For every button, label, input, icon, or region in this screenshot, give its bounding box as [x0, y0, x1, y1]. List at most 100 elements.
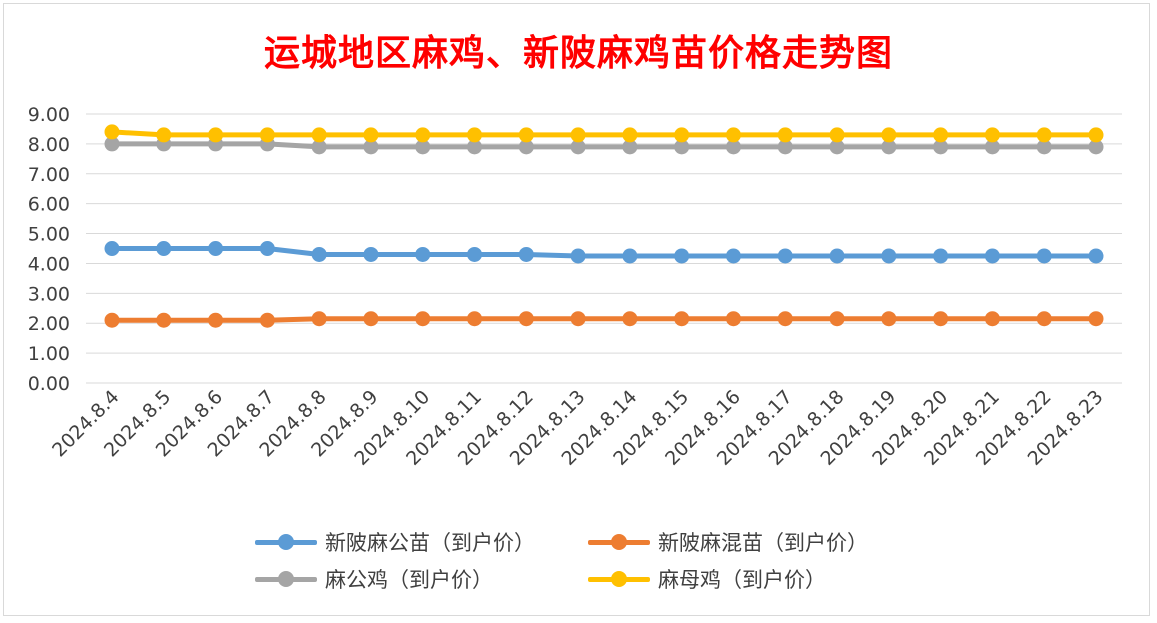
- chart-title: 运城地区麻鸡、新陂麻鸡苗价格走势图: [263, 32, 893, 74]
- data-point-series-2: [622, 311, 638, 327]
- data-point-series-1: [674, 248, 690, 264]
- data-point-series-4: [104, 124, 120, 140]
- data-point-series-2: [881, 311, 897, 327]
- gridlines: [86, 113, 1122, 384]
- data-point-series-3: [622, 139, 638, 155]
- legend-label: 新陂麻混苗（到户价）: [658, 531, 868, 555]
- legend-swatch: [255, 530, 317, 554]
- series-line-3: [109, 141, 1099, 150]
- data-point-series-1: [363, 246, 379, 262]
- data-point-series-3: [881, 139, 897, 155]
- legend-item-2: 新陂麻混苗（到户价）: [588, 527, 868, 557]
- data-point-series-4: [467, 127, 483, 143]
- data-point-series-1: [311, 246, 327, 262]
- series-lines: [109, 129, 1099, 323]
- data-point-series-1: [725, 248, 741, 264]
- data-point-series-4: [777, 127, 793, 143]
- data-point-series-4: [674, 127, 690, 143]
- data-point-series-1: [1036, 248, 1052, 264]
- data-point-series-2: [570, 311, 586, 327]
- data-point-series-4: [1036, 127, 1052, 143]
- data-point-series-2: [259, 312, 275, 328]
- data-point-series-4: [518, 127, 534, 143]
- data-point-series-3: [104, 136, 120, 152]
- data-point-series-2: [984, 311, 1000, 327]
- y-tick-label: 6.00: [28, 194, 70, 216]
- data-point-series-4: [415, 127, 431, 143]
- data-point-series-3: [311, 139, 327, 155]
- data-point-series-1: [829, 248, 845, 264]
- data-point-series-1: [1088, 248, 1104, 264]
- y-tick-label: 3.00: [28, 283, 70, 305]
- data-point-series-4: [311, 127, 327, 143]
- data-point-series-1: [570, 248, 586, 264]
- y-tick-label: 4.00: [28, 253, 70, 275]
- data-point-series-2: [933, 311, 949, 327]
- data-point-series-2: [363, 311, 379, 327]
- legend-label: 麻母鸡（到户价）: [658, 568, 826, 592]
- data-point-series-3: [518, 139, 534, 155]
- data-point-series-3: [933, 139, 949, 155]
- data-point-series-3: [1036, 139, 1052, 155]
- y-axis-ticks: 0.00 1.00 2.00 3.00 4.00 5.00 6.00 7.00 8.00 9.00: [28, 104, 70, 395]
- y-tick-label: 1.00: [28, 343, 70, 365]
- data-point-series-3: [363, 139, 379, 155]
- data-point-series-1: [881, 248, 897, 264]
- y-tick-label: 2.00: [28, 313, 70, 335]
- series-line-4: [109, 129, 1099, 138]
- legend-item-1: 新陂麻公苗（到户价）: [255, 527, 535, 557]
- legend-label: 新陂麻公苗（到户价）: [325, 531, 535, 555]
- data-point-series-1: [622, 248, 638, 264]
- legend-swatch: [255, 567, 317, 591]
- legend-item-3: 麻公鸡（到户价）: [255, 564, 493, 594]
- data-point-series-2: [1088, 311, 1104, 327]
- data-point-series-1: [467, 246, 483, 262]
- legend-label: 麻公鸡（到户价）: [325, 568, 493, 592]
- data-point-series-3: [1088, 139, 1104, 155]
- x-axis-ticks: 2024.8.42024.8.52024.8.62024.8.72024.8.8…: [48, 386, 1107, 470]
- y-tick-label: 5.00: [28, 224, 70, 246]
- data-point-series-4: [829, 127, 845, 143]
- data-point-series-2: [415, 311, 431, 327]
- y-tick-label: 8.00: [28, 134, 70, 156]
- data-point-series-2: [156, 312, 172, 328]
- data-point-series-4: [363, 127, 379, 143]
- data-point-series-4: [881, 127, 897, 143]
- series-line-1: [109, 246, 1099, 259]
- data-point-series-2: [467, 311, 483, 327]
- data-point-series-1: [156, 241, 172, 256]
- data-point-series-3: [777, 139, 793, 155]
- data-point-series-1: [415, 246, 431, 262]
- data-point-series-1: [933, 248, 949, 264]
- data-point-series-1: [777, 248, 793, 264]
- data-point-series-1: [104, 241, 120, 256]
- data-point-series-2: [725, 311, 741, 327]
- data-point-series-2: [829, 311, 845, 327]
- data-point-series-3: [829, 139, 845, 155]
- legend-swatch: [588, 567, 650, 591]
- data-point-series-4: [570, 127, 586, 143]
- series-line-2: [109, 316, 1099, 323]
- series-points: [104, 124, 1104, 328]
- data-point-series-2: [208, 312, 224, 328]
- data-point-series-4: [984, 127, 1000, 143]
- y-tick-label: 7.00: [28, 164, 70, 186]
- data-point-series-4: [259, 127, 275, 143]
- data-point-series-2: [777, 311, 793, 327]
- data-point-series-3: [984, 139, 1000, 155]
- data-point-series-4: [622, 127, 638, 143]
- data-point-series-1: [518, 246, 534, 262]
- y-tick-label: 0.00: [28, 373, 70, 395]
- data-point-series-3: [570, 139, 586, 155]
- y-tick-label: 9.00: [28, 104, 70, 126]
- data-point-series-4: [933, 127, 949, 143]
- data-point-series-1: [984, 248, 1000, 264]
- data-point-series-3: [415, 139, 431, 155]
- chart-frame: [3, 3, 1150, 616]
- legend-item-4: 麻母鸡（到户价）: [588, 564, 826, 594]
- data-point-series-3: [725, 139, 741, 155]
- data-point-series-1: [259, 241, 275, 256]
- data-point-series-4: [156, 127, 172, 143]
- data-point-series-2: [1036, 311, 1052, 327]
